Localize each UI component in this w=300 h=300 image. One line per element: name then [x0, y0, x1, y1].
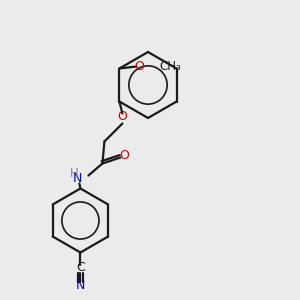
Text: O: O: [134, 60, 144, 73]
Text: C: C: [76, 261, 85, 274]
Text: N: N: [76, 279, 85, 292]
Text: O: O: [119, 149, 129, 162]
Text: H: H: [70, 167, 79, 180]
Text: CH₃: CH₃: [159, 60, 181, 73]
Text: O: O: [118, 110, 128, 123]
Text: N: N: [73, 172, 82, 185]
